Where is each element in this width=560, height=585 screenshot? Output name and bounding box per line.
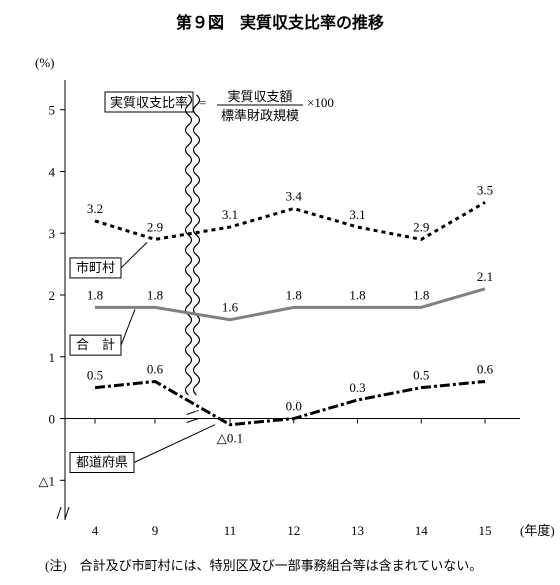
legend-prefectures-leader — [134, 425, 215, 463]
data-label: 1.8 — [286, 287, 302, 302]
data-label: 3.1 — [349, 207, 365, 222]
y-tick-label: 1 — [49, 350, 56, 365]
legend-prefectures-label: 都道府県 — [76, 455, 128, 470]
axis-break — [57, 507, 69, 519]
formula-tail: ×100 — [307, 95, 334, 110]
data-label: 0.0 — [286, 399, 302, 414]
formula-num: 実質収支額 — [227, 89, 292, 104]
data-label: 0.6 — [477, 361, 494, 376]
data-label: 0.5 — [87, 368, 103, 383]
data-label: 3.5 — [477, 182, 493, 197]
x-tick-label: 13 — [351, 523, 364, 538]
chart-title: 第９図 実質収支比率の推移 — [176, 13, 384, 32]
legend-municipalities-leader — [121, 242, 147, 268]
y-tick-label: △1 — [39, 473, 56, 488]
caption: (注) 合計及び市町村には、特別区及び一部事務組合等は含まれていない。 — [45, 558, 482, 573]
data-label: 2.1 — [477, 269, 493, 284]
y-tick-label: 5 — [49, 103, 56, 118]
data-label: 2.9 — [413, 219, 429, 234]
data-label: 1.8 — [413, 287, 429, 302]
data-label: 1.8 — [349, 287, 365, 302]
legend-municipalities-label: 市町村 — [76, 260, 115, 275]
data-label: 1.8 — [147, 287, 163, 302]
data-label: 3.2 — [87, 201, 103, 216]
formula-lhs: 実質収支比率 — [110, 95, 188, 110]
y-tick-label: 0 — [49, 412, 56, 427]
x-tick-label: 11 — [224, 523, 237, 538]
x-tick-label: 4 — [92, 523, 99, 538]
x-tick-label: 9 — [152, 523, 159, 538]
y-tick-label: 3 — [49, 226, 56, 241]
data-label: 3.4 — [286, 189, 303, 204]
data-label: 1.6 — [222, 300, 239, 315]
data-label: 0.3 — [349, 380, 365, 395]
y-tick-label: 4 — [49, 164, 56, 179]
data-label: 2.9 — [147, 219, 163, 234]
axis-break — [187, 411, 199, 423]
data-label: 0.6 — [147, 361, 164, 376]
y-axis-label: (%) — [35, 55, 55, 70]
formula-den: 標準財政規模 — [221, 108, 299, 123]
legend-total-leader — [121, 309, 135, 345]
data-label: △0.1 — [217, 431, 243, 446]
legend-total-label: 合 計 — [76, 337, 115, 352]
y-tick-label: 2 — [49, 288, 56, 303]
x-tick-label: 12 — [287, 523, 300, 538]
data-label: 3.1 — [222, 207, 238, 222]
x-tick-label: 15 — [479, 523, 492, 538]
x-axis-label: (年度) — [520, 523, 555, 538]
formula-eq: = — [199, 95, 206, 110]
x-tick-label: 14 — [415, 523, 429, 538]
data-label: 0.5 — [413, 368, 429, 383]
data-label: 1.8 — [87, 287, 103, 302]
